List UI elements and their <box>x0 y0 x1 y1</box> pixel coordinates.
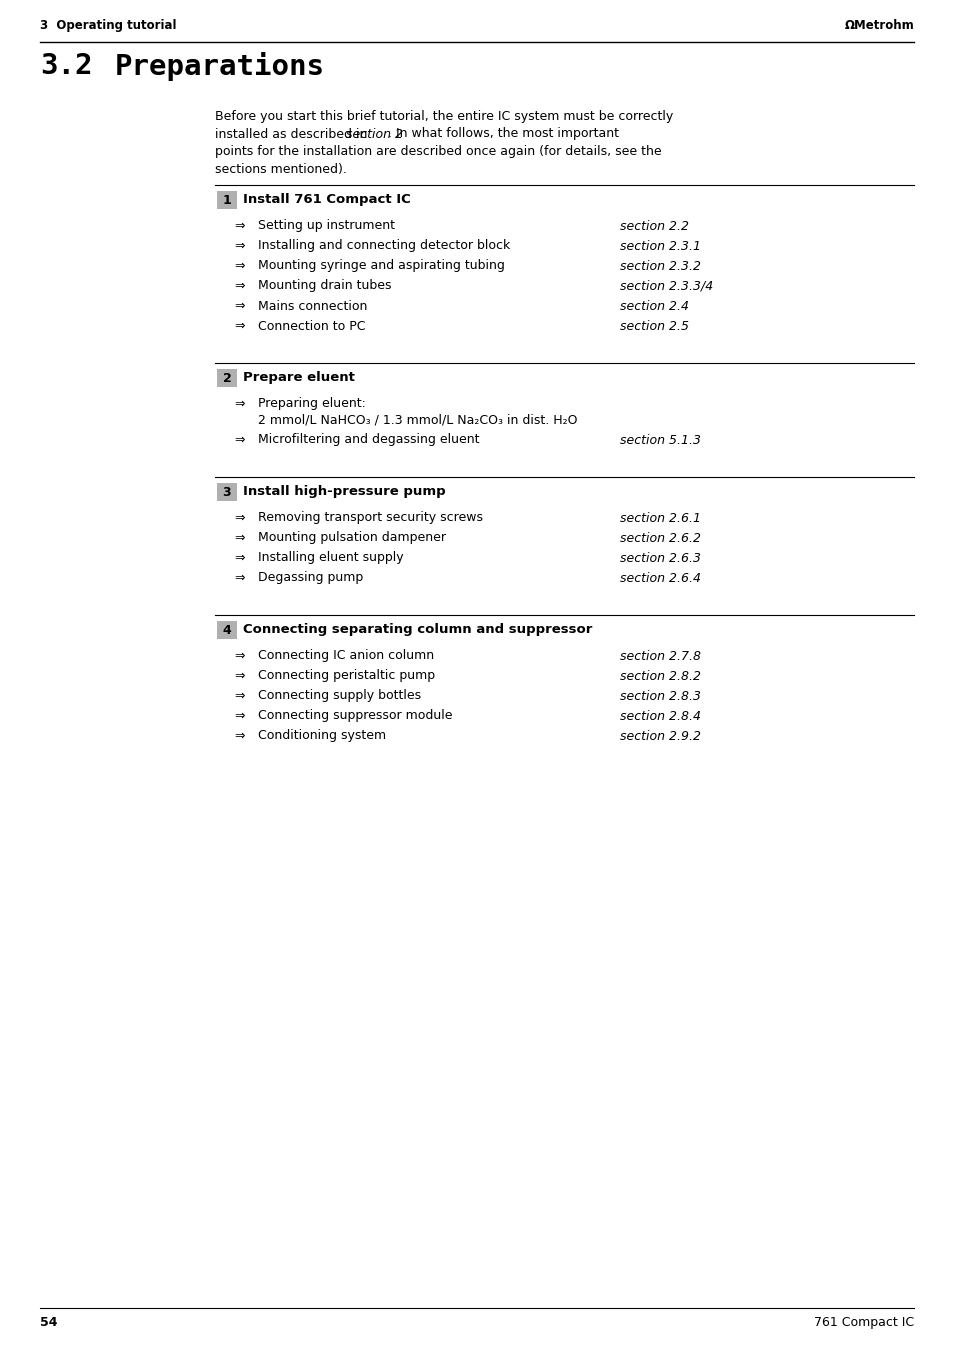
Text: section 2.5: section 2.5 <box>619 319 688 332</box>
Text: ⇒: ⇒ <box>234 689 245 703</box>
Text: section 2.6.1: section 2.6.1 <box>619 512 700 524</box>
Text: ⇒: ⇒ <box>234 670 245 682</box>
Text: Connection to PC: Connection to PC <box>257 319 365 332</box>
Text: Preparing eluent:: Preparing eluent: <box>257 397 366 411</box>
Text: 761 Compact IC: 761 Compact IC <box>813 1316 913 1329</box>
Text: 3.2: 3.2 <box>40 51 92 80</box>
Text: 54: 54 <box>40 1316 57 1329</box>
Text: Setting up instrument: Setting up instrument <box>257 219 395 232</box>
Text: Mounting pulsation dampener: Mounting pulsation dampener <box>257 531 446 544</box>
Text: section 2.6.4: section 2.6.4 <box>619 571 700 585</box>
Text: Connecting IC anion column: Connecting IC anion column <box>257 650 434 662</box>
Text: section 2.8.4: section 2.8.4 <box>619 709 700 723</box>
Text: Connecting suppressor module: Connecting suppressor module <box>257 709 452 723</box>
Text: Mains connection: Mains connection <box>257 300 367 312</box>
Text: Connecting peristaltic pump: Connecting peristaltic pump <box>257 670 435 682</box>
Text: Degassing pump: Degassing pump <box>257 571 363 585</box>
Text: Microfiltering and degassing eluent: Microfiltering and degassing eluent <box>257 434 479 446</box>
Text: ΩMetrohm: ΩMetrohm <box>843 19 913 32</box>
Text: ⇒: ⇒ <box>234 397 245 411</box>
Bar <box>216 369 236 386</box>
Text: ⇒: ⇒ <box>234 730 245 743</box>
Text: points for the installation are described once again (for details, see the: points for the installation are describe… <box>214 145 661 158</box>
Text: Mounting drain tubes: Mounting drain tubes <box>257 280 391 293</box>
Bar <box>216 190 236 209</box>
Text: ⇒: ⇒ <box>234 709 245 723</box>
Text: 4: 4 <box>222 624 232 636</box>
Text: Connecting separating column and suppressor: Connecting separating column and suppres… <box>243 624 592 636</box>
Text: section 2.7.8: section 2.7.8 <box>619 650 700 662</box>
Text: ⇒: ⇒ <box>234 219 245 232</box>
Text: ⇒: ⇒ <box>234 259 245 273</box>
Text: 3  Operating tutorial: 3 Operating tutorial <box>40 19 176 32</box>
Text: 3: 3 <box>222 485 231 499</box>
Text: section 2: section 2 <box>346 127 403 141</box>
Text: ⇒: ⇒ <box>234 239 245 253</box>
Text: section 2.4: section 2.4 <box>619 300 688 312</box>
Text: section 2.2: section 2.2 <box>619 219 688 232</box>
Text: ⇒: ⇒ <box>234 551 245 565</box>
Text: section 2.8.2: section 2.8.2 <box>619 670 700 682</box>
Text: section 2.3.3/4: section 2.3.3/4 <box>619 280 713 293</box>
Text: ⇒: ⇒ <box>234 512 245 524</box>
Text: Preparations: Preparations <box>115 51 325 81</box>
Text: Install high-pressure pump: Install high-pressure pump <box>243 485 445 499</box>
Text: Removing transport security screws: Removing transport security screws <box>257 512 482 524</box>
Text: section 2.6.3: section 2.6.3 <box>619 551 700 565</box>
Text: ⇒: ⇒ <box>234 434 245 446</box>
Text: Connecting supply bottles: Connecting supply bottles <box>257 689 420 703</box>
Text: 1: 1 <box>222 193 232 207</box>
Text: ⇒: ⇒ <box>234 650 245 662</box>
Text: ⇒: ⇒ <box>234 280 245 293</box>
Text: ⇒: ⇒ <box>234 571 245 585</box>
Text: Installing and connecting detector block: Installing and connecting detector block <box>257 239 510 253</box>
Text: section 2.8.3: section 2.8.3 <box>619 689 700 703</box>
Text: Before you start this brief tutorial, the entire IC system must be correctly: Before you start this brief tutorial, th… <box>214 109 673 123</box>
Text: Mounting syringe and aspirating tubing: Mounting syringe and aspirating tubing <box>257 259 504 273</box>
Bar <box>216 621 236 639</box>
Text: ⇒: ⇒ <box>234 300 245 312</box>
Text: ⇒: ⇒ <box>234 531 245 544</box>
Text: section 2.3.2: section 2.3.2 <box>619 259 700 273</box>
Text: Conditioning system: Conditioning system <box>257 730 386 743</box>
Text: Installing eluent supply: Installing eluent supply <box>257 551 403 565</box>
Text: . In what follows, the most important: . In what follows, the most important <box>388 127 618 141</box>
Text: ⇒: ⇒ <box>234 319 245 332</box>
Text: Prepare eluent: Prepare eluent <box>243 372 355 385</box>
Text: section 5.1.3: section 5.1.3 <box>619 434 700 446</box>
Text: Install 761 Compact IC: Install 761 Compact IC <box>243 193 411 207</box>
Text: 2: 2 <box>222 372 232 385</box>
Text: section 2.9.2: section 2.9.2 <box>619 730 700 743</box>
Bar <box>216 484 236 501</box>
Text: 2 mmol/L NaHCO₃ / 1.3 mmol/L Na₂CO₃ in dist. H₂O: 2 mmol/L NaHCO₃ / 1.3 mmol/L Na₂CO₃ in d… <box>257 413 577 427</box>
Text: sections mentioned).: sections mentioned). <box>214 162 347 176</box>
Text: section 2.3.1: section 2.3.1 <box>619 239 700 253</box>
Text: section 2.6.2: section 2.6.2 <box>619 531 700 544</box>
Text: installed as described in: installed as described in <box>214 127 371 141</box>
